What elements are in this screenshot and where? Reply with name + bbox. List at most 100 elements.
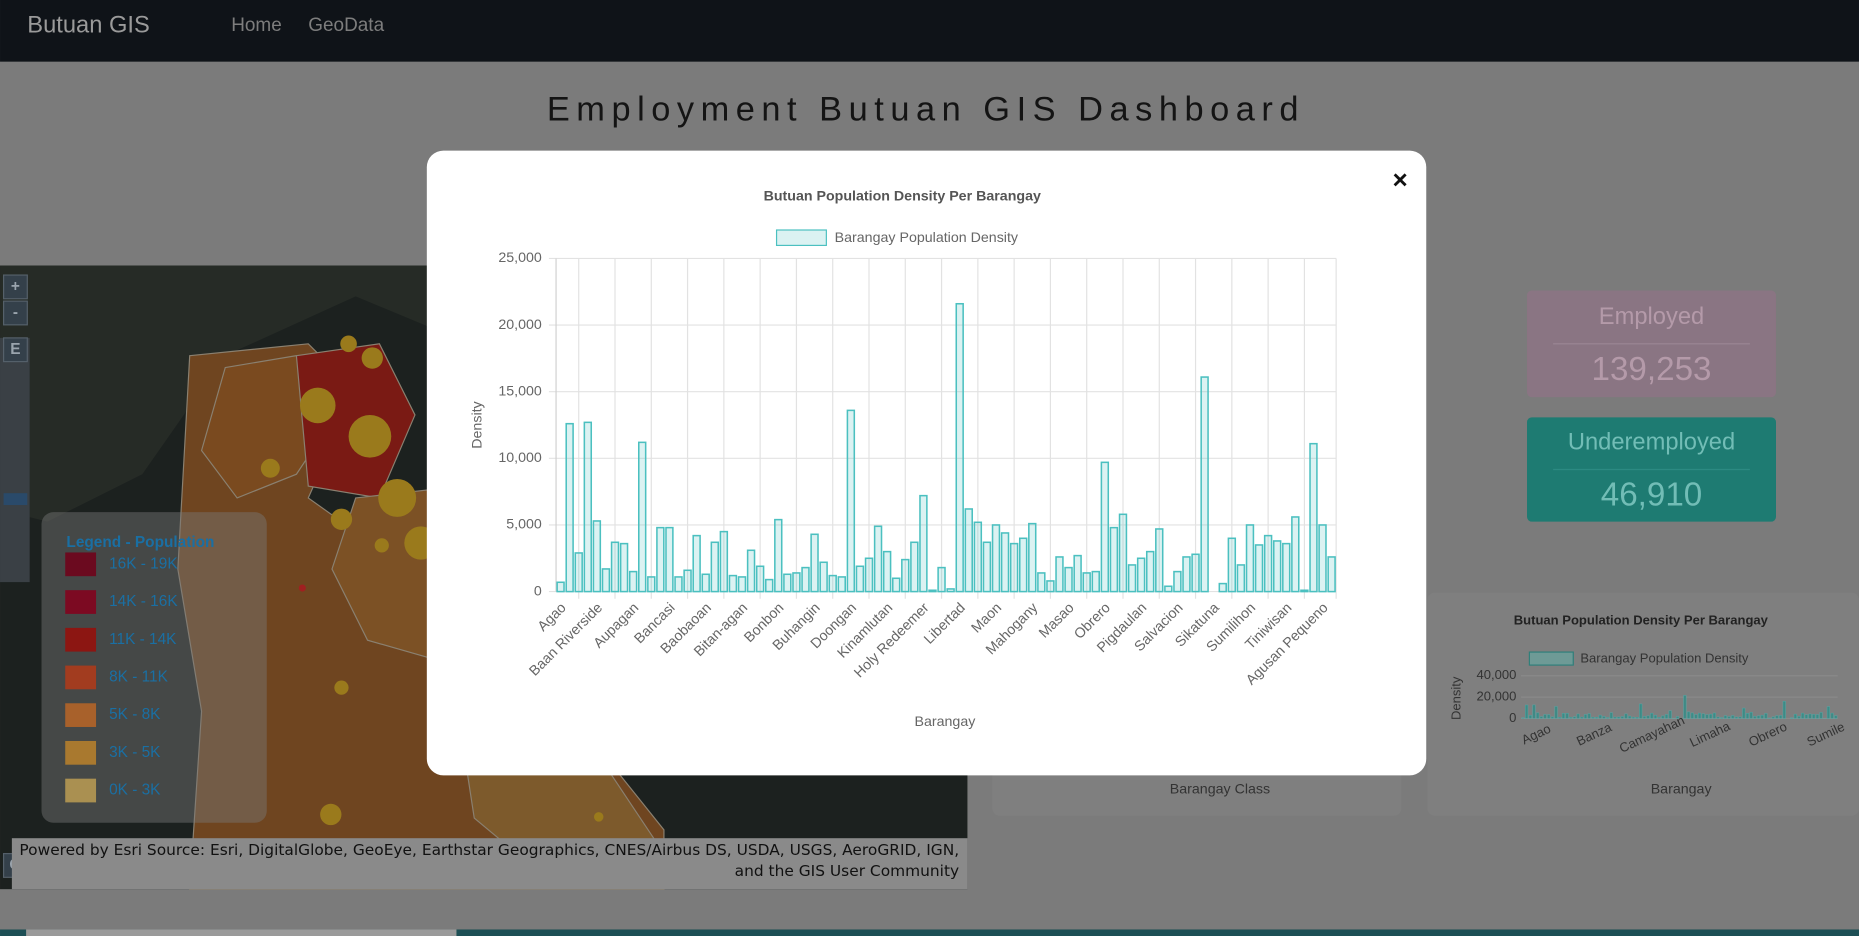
bar	[1558, 716, 1562, 719]
bar	[1797, 716, 1801, 719]
bar	[1635, 716, 1639, 719]
bar	[1819, 712, 1823, 719]
bar	[882, 550, 892, 593]
attribution-holder: Powered by Esri Source: Esri, DigitalGlo…	[19, 841, 960, 881]
bar	[1009, 542, 1019, 593]
bar	[1720, 717, 1724, 719]
map-sidebar	[0, 337, 30, 583]
bar	[746, 549, 756, 593]
bar	[1587, 713, 1591, 719]
bar	[828, 574, 837, 593]
chart-title: Butuan Population Density Per Barangay	[1514, 613, 1769, 628]
bar	[1073, 554, 1082, 593]
bar	[1804, 714, 1808, 719]
map-button-label[interactable]: -	[13, 304, 18, 321]
bar	[1694, 714, 1698, 719]
y-tick-label: 20,000	[1476, 689, 1516, 704]
bar	[1576, 713, 1580, 719]
bar	[601, 568, 611, 593]
bar	[1127, 564, 1137, 593]
bar	[1808, 713, 1812, 719]
legend-label: 14K - 16K	[109, 593, 178, 610]
map-terrain	[0, 265, 558, 522]
bar	[1606, 717, 1610, 719]
brand[interactable]: Butuan GIS	[27, 12, 150, 38]
map-marker	[320, 803, 342, 826]
modal-dialog	[426, 150, 1427, 776]
legend-label: 16K - 19K	[109, 555, 178, 572]
bar	[1646, 715, 1650, 719]
bar	[1521, 717, 1525, 719]
y-tick-label: 40,000	[1476, 667, 1516, 682]
bar	[1173, 570, 1182, 593]
bar	[801, 566, 810, 593]
map-button[interactable]	[2, 274, 28, 300]
bar	[1055, 556, 1064, 593]
bar	[1812, 714, 1816, 719]
bar	[1327, 556, 1336, 593]
bar	[665, 526, 674, 593]
bar	[583, 421, 593, 593]
bar	[1738, 716, 1742, 719]
legend-swatch	[65, 627, 97, 652]
card-value: 139,253	[1592, 351, 1712, 388]
bar	[973, 521, 983, 593]
y-tick-label: 10,000	[498, 450, 542, 466]
bar	[1653, 714, 1658, 719]
bar	[901, 558, 910, 593]
bar	[1046, 580, 1055, 593]
legend-swatch	[65, 740, 97, 765]
bar	[1145, 550, 1155, 593]
axis-title: Barangay Class	[1170, 781, 1270, 797]
bar	[1528, 715, 1532, 719]
legend-label: 5K - 8K	[109, 706, 161, 723]
bar	[1236, 564, 1246, 593]
bar	[1309, 442, 1318, 593]
nav-link[interactable]: Home	[231, 15, 282, 36]
bar	[1834, 715, 1838, 719]
close-button[interactable]: ×	[1393, 164, 1408, 194]
attribution[interactable]: Powered by Esri Source: Esri, DigitalGlo…	[19, 841, 960, 881]
map-button-label[interactable]: +	[11, 278, 20, 295]
bar	[1569, 716, 1573, 719]
bar	[1565, 713, 1569, 719]
bar	[1525, 704, 1529, 719]
map-marker	[334, 680, 349, 695]
bar	[1790, 717, 1794, 719]
bar	[1018, 537, 1028, 593]
bar	[1668, 710, 1672, 719]
map-button[interactable]	[2, 300, 28, 326]
y-tick-label: 0	[1509, 710, 1516, 725]
bar	[855, 565, 865, 593]
bar	[1760, 714, 1764, 719]
legend-label: 8K - 11K	[109, 669, 169, 686]
legend-label: 11K - 14K	[109, 631, 177, 648]
map-button-label[interactable]: E	[10, 341, 20, 358]
bar	[1620, 716, 1624, 719]
bar	[647, 576, 656, 593]
bar	[955, 302, 964, 593]
bar	[1734, 716, 1739, 719]
map-button[interactable]	[2, 337, 28, 363]
legend-swatch	[65, 590, 97, 614]
bar	[1705, 714, 1709, 719]
legend-items: 16K - 19K 14K - 16K 11K - 14K 8K - 11K 5K - …	[65, 552, 178, 803]
map-marker	[299, 387, 336, 424]
bar	[1182, 556, 1191, 593]
legend-label: Barangay Population Density	[835, 230, 1019, 246]
bar	[1539, 716, 1543, 719]
bar	[1000, 532, 1010, 593]
bar	[1716, 716, 1720, 719]
bar	[610, 541, 620, 593]
nav-link[interactable]: GeoData	[308, 15, 384, 36]
map-sidebar-item	[3, 493, 28, 506]
y-tick-label: 15,000	[498, 383, 542, 399]
bar	[1749, 711, 1753, 719]
bar	[1779, 715, 1783, 719]
card-label: Employed	[1599, 304, 1704, 330]
page-title: Employment Butuan GIS Dashboard	[547, 91, 1305, 129]
bar	[1028, 522, 1037, 593]
bar	[1263, 534, 1273, 593]
